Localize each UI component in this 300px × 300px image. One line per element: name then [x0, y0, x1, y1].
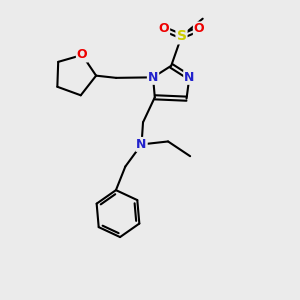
- Text: N: N: [136, 138, 147, 151]
- Text: N: N: [148, 71, 158, 84]
- Text: N: N: [184, 71, 194, 84]
- Text: O: O: [194, 22, 205, 35]
- Text: O: O: [77, 49, 88, 62]
- Text: S: S: [176, 29, 187, 43]
- Text: O: O: [158, 22, 169, 35]
